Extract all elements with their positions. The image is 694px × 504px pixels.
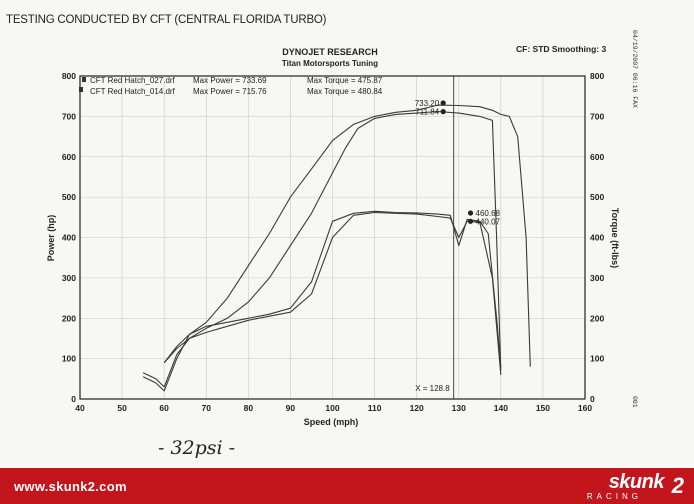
x-tick-label-60: 60 [159, 403, 169, 413]
legend-entry-2-power: Max Power = 715.76 [193, 87, 267, 96]
y-tick-label-right-0: 0 [590, 394, 595, 404]
y-tick-label-right-300: 300 [590, 273, 604, 283]
brand-logo: skunk 2 RACING [516, 469, 686, 503]
legend: CFT Red Hatch_027.drf Max Power = 733.69… [79, 76, 383, 96]
x-tick-label-160: 160 [578, 403, 592, 413]
legend-marker-1 [82, 77, 86, 82]
brand-name: skunk [608, 471, 665, 493]
y-tick-label-right-100: 100 [590, 354, 604, 364]
cursor-marker-label-2: 711.84 [415, 108, 439, 117]
legend-entry-2-file: CFT Red Hatch_014.drf [90, 87, 176, 96]
cursor-label: X = 128.8 [415, 384, 450, 393]
legend-entry-1-file: CFT Red Hatch_027.drf [90, 76, 176, 85]
y-tick-label-right-400: 400 [590, 233, 604, 243]
y-tick-label-left-100: 100 [62, 354, 76, 364]
y-tick-label-right-800: 800 [590, 71, 604, 81]
y-tick-label-right-600: 600 [590, 152, 604, 162]
x-tick-label-50: 50 [117, 403, 127, 413]
brand-mark: 2 [671, 473, 684, 498]
y-tick-label-left-300: 300 [62, 273, 76, 283]
cursor-marker-label-4: 440.07 [476, 217, 501, 226]
cursor-marker-label-1: 733.20 [415, 99, 440, 108]
x-tick-label-120: 120 [410, 403, 424, 413]
series-group [142, 104, 531, 392]
y-tick-label-left-600: 600 [62, 152, 76, 162]
legend-marker-2 [79, 87, 83, 92]
x-tick-label-80: 80 [244, 403, 254, 413]
x-tick-label-110: 110 [368, 403, 382, 413]
y-tick-label-right-200: 200 [590, 313, 604, 323]
series-line-power-1 [163, 104, 531, 367]
legend-entry-2-torque: Max Torque = 480.84 [307, 87, 383, 96]
series-line-torque-4 [142, 211, 502, 388]
cursor-marker-3 [467, 210, 474, 216]
cursor-marker-1 [440, 100, 446, 106]
cursor-marker-label-3: 460.68 [476, 209, 501, 218]
plot-frame [79, 75, 586, 400]
brand-subtitle: RACING [586, 492, 642, 501]
cursor-marker-2 [440, 109, 446, 115]
y-tick-label-right-700: 700 [590, 111, 604, 121]
y-tick-label-left-200: 200 [62, 313, 76, 323]
x-axis-label: Speed (mph) [304, 417, 359, 427]
legend-entry-1-power: Max Power = 733.69 [193, 76, 267, 85]
y-tick-label-left-800: 800 [62, 71, 76, 81]
settings-label: CF: STD Smoothing: 3 [516, 44, 606, 54]
x-tick-label-70: 70 [202, 403, 212, 413]
page-stamp: 001 [631, 396, 638, 408]
footer-url[interactable]: www.skunk2.com [14, 479, 127, 494]
cursor-marker-4 [467, 218, 474, 224]
y-tick-label-left-400: 400 [62, 233, 76, 243]
x-tick-label-130: 130 [452, 403, 466, 413]
legend-entry-1-torque: Max Torque = 475.87 [307, 76, 383, 85]
x-tick-label-150: 150 [536, 403, 550, 413]
fax-stamp: 04/19/2007 06:16 FAX [631, 30, 638, 108]
chart-title: DYNOJET RESEARCH [282, 47, 378, 57]
handwritten-note: - 32psi - [158, 437, 235, 459]
y-axis-label-right: Torque (ft-lbs) [610, 208, 620, 268]
chart-subtitle: Titan Motorsports Tuning [282, 59, 378, 68]
x-tick-label-90: 90 [286, 403, 296, 413]
footer-banner: www.skunk2.com skunk 2 RACING [0, 468, 694, 504]
caption: TESTING CONDUCTED BY CFT (CENTRAL FLORID… [6, 14, 327, 26]
x-tick-label-140: 140 [494, 403, 508, 413]
x-tick-label-100: 100 [325, 403, 339, 413]
y-tick-label-left-0: 0 [71, 394, 76, 404]
y-tick-label-left-700: 700 [62, 111, 76, 121]
x-tick-label-40: 40 [75, 403, 85, 413]
y-tick-label-left-500: 500 [62, 192, 76, 202]
y-tick-label-right-500: 500 [590, 192, 604, 202]
series-line-torque-3 [142, 210, 502, 392]
y-axis-label-left: Power (hp) [46, 215, 56, 262]
